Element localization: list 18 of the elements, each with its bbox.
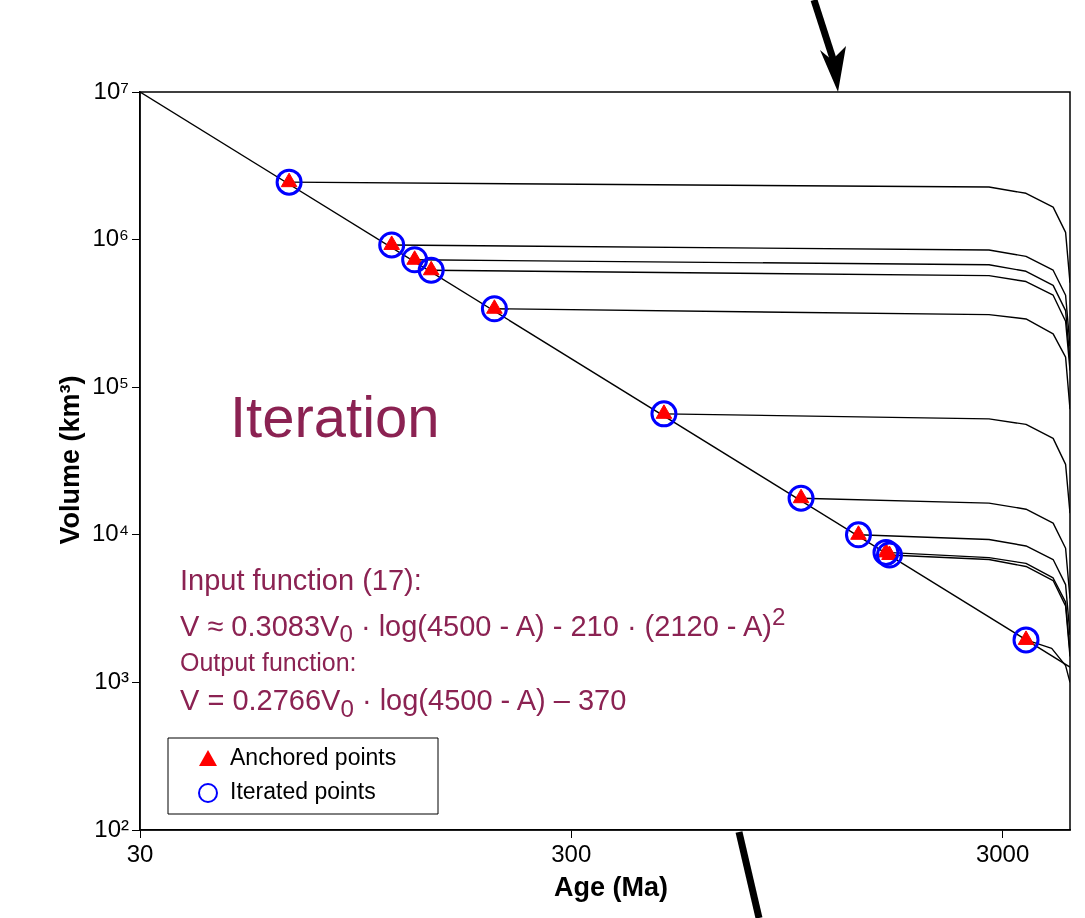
y-tick-label: 10⁷ — [93, 76, 129, 104]
annotation: Input function (17): — [180, 564, 422, 596]
annotation: V ≈ 0.3083V$_{0}$ · log(4500 - A) - 210 · (2120 - A)$^{2}$ — [180, 603, 786, 648]
x-tick-label: 300 — [551, 840, 592, 868]
annotation: Iteration — [230, 384, 440, 449]
annotation: V = 0.2766V$_{0}$ · log(4500 - A) – 370 — [180, 684, 627, 722]
legend-label: Anchored points — [230, 744, 397, 771]
x-tick-label: 30 — [126, 840, 154, 868]
legend-label: Iterated points — [230, 778, 376, 805]
y-tick-label: 10³ — [94, 667, 130, 695]
y-tick-label: 10⁴ — [91, 519, 129, 547]
annotation: Output function: — [180, 648, 357, 676]
y-tick-label: 10⁶ — [92, 224, 129, 252]
y-tick-label: 10⁵ — [92, 371, 129, 399]
x-tick-label: 3000 — [975, 840, 1030, 868]
x-axis-title: Age (Ma) — [554, 872, 668, 903]
y-axis-title: Volume (km³) — [54, 375, 86, 545]
y-tick-label: 10² — [94, 814, 130, 842]
